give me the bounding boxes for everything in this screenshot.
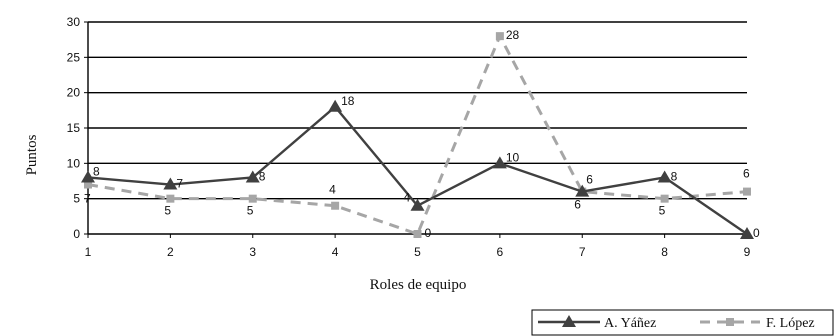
data-label: 7 [176,177,183,191]
x-tick-label: 1 [85,245,92,259]
data-label: 5 [247,204,254,218]
series-0 [81,99,754,239]
gridlines [88,21,747,200]
data-label: 6 [574,198,581,212]
y-tick-label: 30 [67,15,81,29]
legend-label: F. López [766,316,815,331]
x-tick-label: 8 [661,245,668,259]
data-point [410,198,425,211]
data-point [84,180,92,189]
data-label: 18 [341,94,355,108]
y-tick-label: 10 [67,156,81,170]
data-label: 4 [329,183,336,197]
data-point [495,32,504,41]
data-point [492,156,507,169]
series-line [87,34,748,236]
y-tick-label: 5 [73,192,80,206]
data-point [166,194,175,203]
x-tick-label: 5 [414,245,421,259]
x-tick-label: 6 [497,245,504,259]
data-label: 4 [404,191,411,205]
y-axis-ticks: 0 5 10 15 20 25 30 [67,15,88,241]
legend-marker [726,318,734,326]
x-tick-label: 9 [744,245,751,259]
x-tick-label: 4 [332,245,339,259]
x-tick-label: 2 [167,245,174,259]
legend-label: A. Yáñez [604,316,656,331]
data-point [575,184,590,197]
data-point [245,170,260,183]
x-axis-title: Roles de equipo [370,277,467,293]
y-tick-label: 25 [67,50,81,64]
data-label: 6 [743,167,750,181]
legend-item: F. López [700,316,815,331]
data-label: 5 [164,204,171,218]
data-label: 8 [671,169,678,183]
data-point [740,227,754,239]
data-label: 8 [259,169,266,183]
y-axis-title: Puntos [24,134,40,175]
data-point [657,170,672,183]
data-point [660,194,669,203]
data-label: 8 [93,164,100,178]
series-layer [81,32,754,239]
x-tick-label: 7 [579,245,586,259]
data-label: 7 [84,192,91,206]
y-tick-label: 20 [67,86,81,100]
y-tick-label: 0 [73,227,80,241]
data-point [248,194,257,203]
data-point [163,177,178,190]
data-label: 10 [506,150,520,164]
data-label: 5 [659,204,666,218]
data-point [331,201,340,210]
x-axis-ticks: 1 2 3 4 5 6 7 8 9 [85,234,751,259]
legend: A. Yáñez F. López [531,309,834,336]
data-label: 0 [425,226,432,240]
legend-item: A. Yáñez [538,315,656,331]
data-label: 0 [753,226,760,240]
data-point [743,187,751,196]
data-point [413,230,422,238]
data-point [328,99,343,112]
data-point [81,170,95,183]
data-label: 6 [586,173,593,187]
series-line [87,105,748,235]
x-tick-label: 3 [249,245,256,259]
legend-marker [562,315,576,327]
y-tick-label: 15 [67,121,81,135]
data-label: 28 [506,28,520,42]
